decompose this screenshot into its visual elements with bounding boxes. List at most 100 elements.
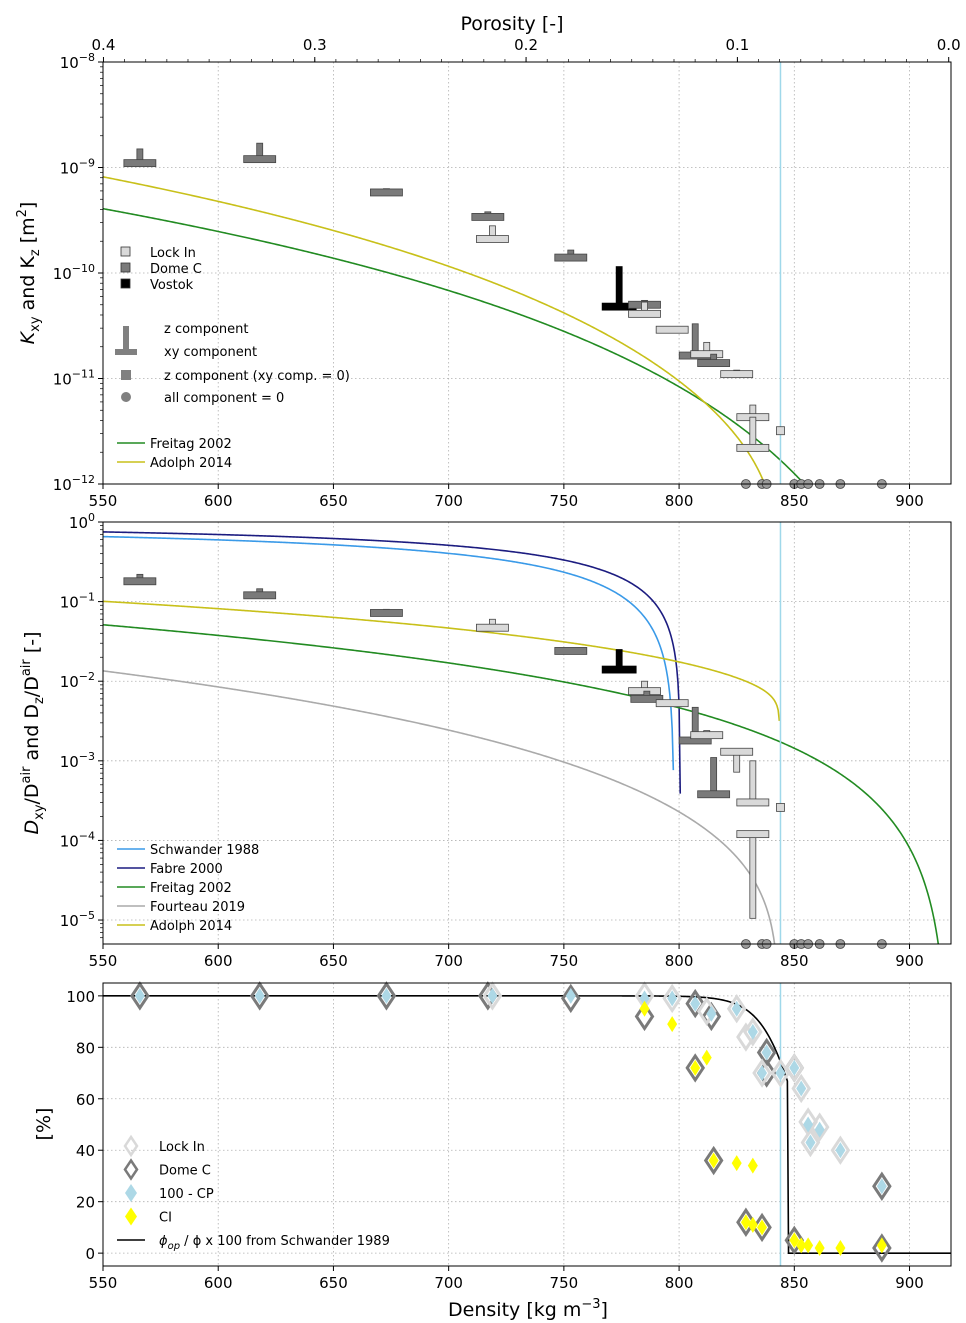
dome-c-diamond (784, 1225, 805, 1255)
model-curve-fabre (103, 531, 682, 794)
legend-diamond (123, 1134, 139, 1158)
legend-circle-symbol (121, 392, 131, 402)
x-tick-label: 700 (434, 952, 463, 970)
tee-lock_in-xy-bar (655, 699, 689, 708)
x-tick-label: 850 (780, 952, 809, 970)
y-tick-label: 20 (76, 1194, 95, 1212)
y-axis-title-part: /D (21, 676, 43, 697)
tick-base: 10 (69, 514, 88, 532)
dome-c-diamond (685, 1053, 706, 1083)
cp-diamond (789, 1059, 800, 1076)
x-tick-label: 900 (895, 492, 924, 510)
dome-c-diamond (685, 988, 706, 1019)
y-axis-title-part: [m (17, 217, 39, 249)
tick-exponent: −9 (79, 157, 95, 170)
legend-label: Dome C (159, 1164, 211, 1179)
lock-in-diamond (726, 994, 747, 1024)
cp-diamond (814, 1121, 825, 1138)
x-tick-label: 800 (665, 952, 694, 970)
y-axis-title-part: D (21, 820, 43, 835)
y-axis-title: Dxy/Dair and Dz/Dair [-] (19, 631, 47, 834)
ci-diamond (789, 1232, 800, 1249)
legend-component-label: z component (164, 322, 249, 337)
x-tick-label: 600 (204, 1274, 233, 1292)
ci-diamond (747, 1216, 758, 1233)
y-tick-label: 100 (69, 511, 95, 532)
tick-exponent: 0 (88, 511, 95, 524)
legend-model-label: Schwander 1988 (150, 843, 259, 858)
lock-in-diamond (752, 1058, 772, 1088)
y-tick-label: 10−5 (60, 909, 95, 930)
ci-diamond (757, 1219, 768, 1236)
tick-base: 10 (53, 476, 72, 494)
cp-diamond (757, 1065, 768, 1082)
model-curve-fourteau (103, 670, 776, 944)
legend-model-label: Freitag 2002 (150, 881, 232, 896)
cp-diamond (803, 1116, 814, 1133)
cp-diamond (254, 987, 265, 1004)
x-tick-label: 700 (434, 492, 463, 510)
ci-diamond (701, 1049, 712, 1066)
y-tick-label: 40 (76, 1142, 95, 1160)
porosity-tick-label: 0.0 (937, 36, 961, 54)
porosity-tick-label: 0.4 (92, 36, 116, 54)
x-tick-label: 650 (319, 952, 348, 970)
tick-exponent: −3 (79, 750, 95, 763)
diffusivity-legend: Schwander 1988 Fabre 2000 Freitag 2002 Four… (117, 843, 259, 934)
x-tick-label: 700 (434, 1274, 463, 1292)
x-tick-label: 750 (550, 1274, 579, 1292)
density-axis-title: Density [kg m−3] (448, 1297, 608, 1321)
tee-lock_in-xy-bar (736, 830, 770, 839)
diffusivity-markers (123, 573, 785, 919)
tick-exponent: −1 (79, 591, 95, 604)
legend-component-label: xy component (164, 345, 257, 360)
y-axis-title-part: air (19, 659, 34, 677)
x-tick-label: 600 (204, 492, 233, 510)
cp-diamond (487, 987, 498, 1004)
tee-lock_in-xy-bar (720, 747, 754, 756)
dome-c-diamond (249, 981, 270, 1011)
permeability-panel: 550 600 650 700 750 800 850 90010−810−910−1010−… (15, 36, 961, 510)
tick-exponent: −11 (72, 368, 95, 381)
dome-c-diamond (130, 981, 150, 1011)
porosity-tick-label: 0.3 (303, 36, 327, 54)
ci-diamond (690, 1059, 701, 1076)
tee-lock_in-xy-bar (720, 370, 754, 379)
x-tick-label: 800 (665, 1274, 694, 1292)
permeability-model-curves (103, 176, 806, 484)
y-tick-label: 10−2 (60, 670, 95, 691)
legend-label: 100 - CP (159, 1187, 214, 1202)
x-tick-label: 550 (89, 952, 118, 970)
tee-dome_c-xy-bar (243, 591, 277, 600)
cp-diamond (876, 1178, 887, 1195)
ci-diamond (835, 1239, 846, 1256)
y-tick-label: 10−10 (53, 262, 95, 283)
legend-component-label: all component = 0 (164, 391, 284, 406)
y-tick-label: 100 (66, 988, 95, 1006)
lock-in-diamond (743, 1017, 763, 1047)
tick-base: 10 (60, 160, 79, 178)
lock-in-diamond (830, 1135, 851, 1165)
dome-c-diamond (872, 1171, 892, 1201)
permeability-axis-ticks: 550 600 650 700 750 800 850 90010−810−910−1010−… (53, 36, 961, 510)
cp-diamond (667, 990, 678, 1007)
y-tick-label: 10−9 (60, 157, 95, 178)
tee-lock_in-xy-bar (476, 623, 509, 632)
diffusivity-panel: 550 600 650 700 750 800 850 90010010−110−210−31… (19, 511, 952, 970)
legend-label: Lock In (159, 1140, 205, 1155)
cp-diamond (775, 1065, 786, 1082)
x-tick-label: 750 (550, 492, 579, 510)
y-axis-title-part: ] (17, 202, 39, 209)
porosity-tick-label: 0.2 (514, 36, 538, 54)
diffusivity-y-axis-label: Dxy/Dair and Dz/Dair [-] (19, 631, 47, 834)
cp-diamond (835, 1142, 846, 1159)
cp-diamond (381, 987, 392, 1004)
tee-lock_in-xy-bar (628, 309, 661, 318)
y-tick-label: 10−11 (53, 368, 95, 389)
legend-model-label: Fourteau 2019 (150, 900, 245, 915)
legend-phi-sub: op (168, 1241, 180, 1252)
tee-dome_c-z-bar (710, 757, 718, 795)
y-axis-title-part: /D (21, 783, 43, 804)
tee-vostok-z-bar (615, 266, 623, 308)
